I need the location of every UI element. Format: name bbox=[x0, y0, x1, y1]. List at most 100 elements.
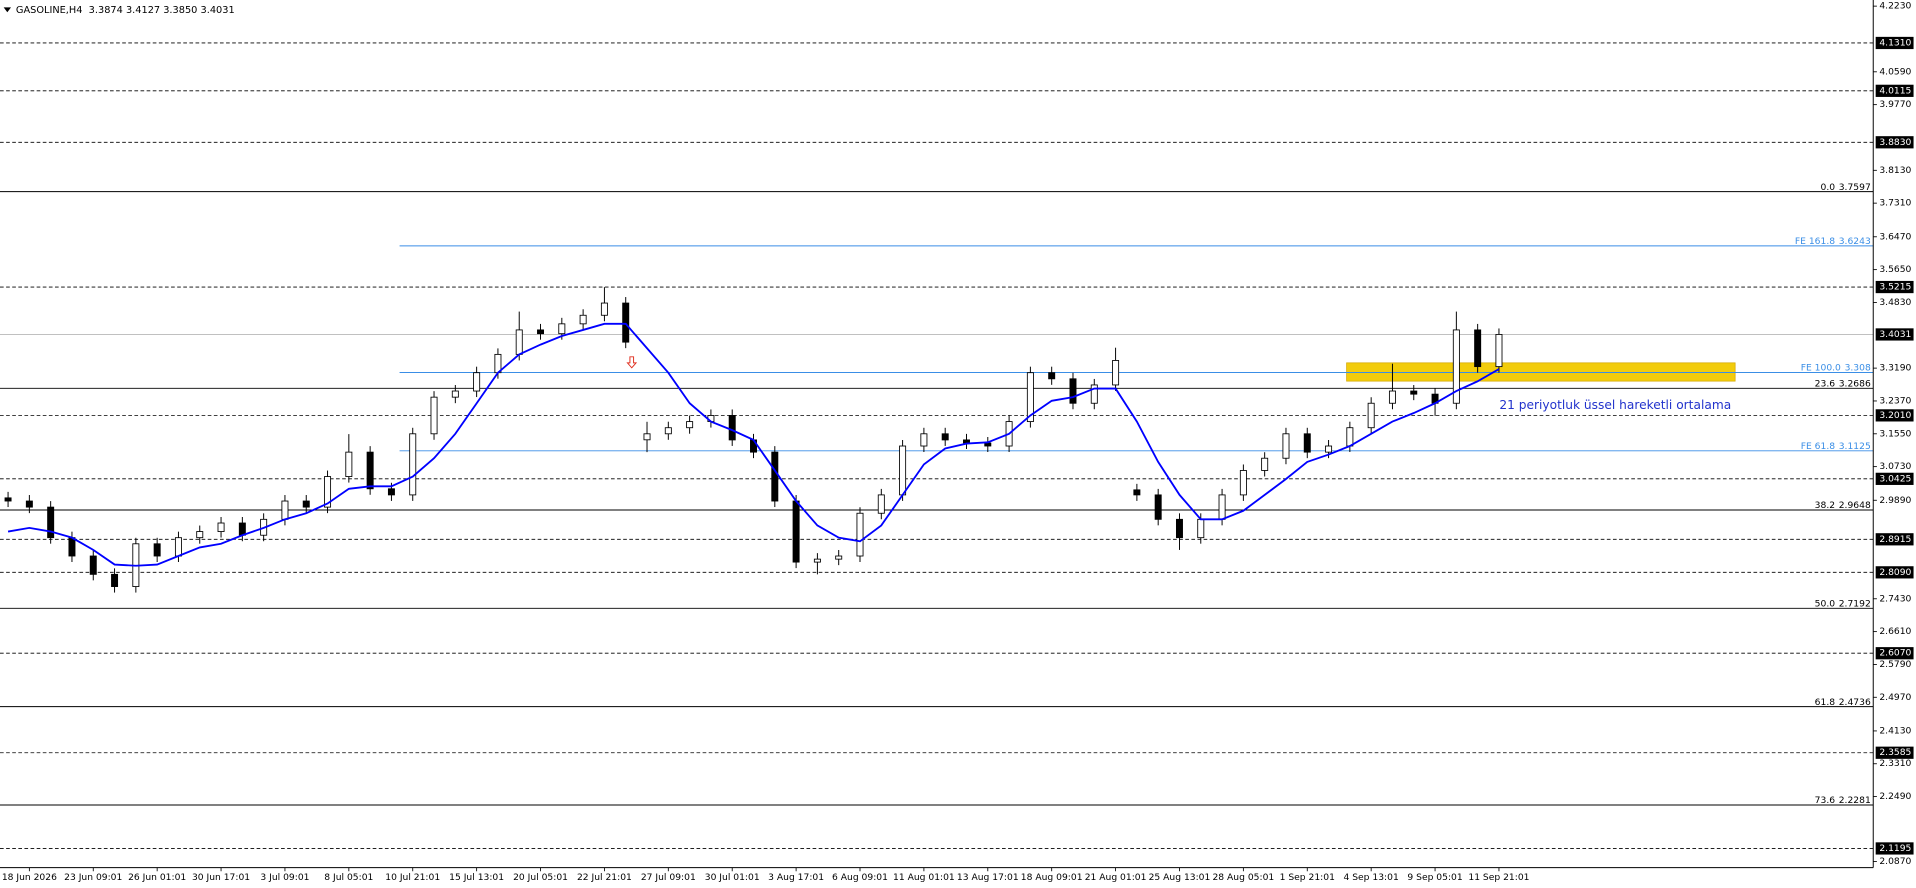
level-label: 2.1195 bbox=[1879, 843, 1911, 854]
y-tick-label: 3.0730 bbox=[1879, 461, 1911, 472]
candle-body bbox=[1474, 329, 1482, 368]
candle-body bbox=[324, 476, 332, 508]
sell-arrow bbox=[626, 356, 638, 369]
y-tick-label: 2.4130 bbox=[1879, 725, 1911, 736]
menu-triangle bbox=[3, 7, 11, 13]
x-tick-label: 23 Jun 09:01 bbox=[64, 872, 122, 883]
x-tick-label: 22 Jul 21:01 bbox=[577, 872, 632, 883]
y-tick-label: 2.7430 bbox=[1879, 593, 1911, 604]
candle-body bbox=[515, 329, 523, 355]
fibo-expansion-label: FE 61.8 3.1125 bbox=[1801, 440, 1871, 451]
y-tick-label: 3.7310 bbox=[1879, 198, 1911, 209]
level-label: 2.8915 bbox=[1879, 534, 1911, 545]
candle-body bbox=[302, 500, 310, 508]
candle-body bbox=[68, 537, 76, 557]
candle-body bbox=[664, 427, 672, 435]
x-tick-label: 30 Jul 01:01 bbox=[705, 872, 760, 883]
fibo-expansion-level: FE 161.8 bbox=[1795, 235, 1835, 246]
candles bbox=[4, 287, 1503, 593]
candle-body bbox=[281, 500, 289, 520]
fibo-level: 73.6 bbox=[1815, 795, 1836, 806]
candle-body bbox=[558, 323, 566, 335]
level-label: 2.8090 bbox=[1879, 567, 1911, 578]
fibo-level: 23.6 bbox=[1815, 378, 1836, 389]
candle-body bbox=[366, 451, 374, 490]
candle-body bbox=[174, 537, 182, 557]
x-tick-label: 4 Sep 13:01 bbox=[1344, 872, 1399, 883]
fibo-value: 2.7192 bbox=[1839, 598, 1871, 609]
y-tick-label: 2.4970 bbox=[1879, 692, 1911, 703]
level-label-box bbox=[1875, 842, 1914, 855]
level-label-box bbox=[1875, 746, 1914, 759]
candle-body bbox=[1133, 489, 1141, 496]
x-tick-label: 21 Aug 01:01 bbox=[1085, 872, 1147, 883]
overlay: 0.0 3.7597 23.6 3.2686 38.2 2.9648 50.0 2.7192 6… bbox=[1795, 181, 1871, 805]
level-label-box bbox=[1875, 84, 1914, 97]
x-tick-label: 8 Jul 05:01 bbox=[324, 872, 373, 883]
y-tick-label: 2.3310 bbox=[1879, 758, 1911, 769]
candle-body bbox=[984, 442, 992, 447]
fibo-label: 0.0 3.7597 bbox=[1821, 181, 1871, 192]
x-tick-label: 1 Sep 21:01 bbox=[1280, 872, 1335, 883]
candle-body bbox=[1261, 457, 1269, 471]
level-label-box bbox=[1875, 409, 1914, 422]
candle-body bbox=[47, 506, 55, 539]
level-label: 2.6070 bbox=[1879, 648, 1911, 659]
candle-body bbox=[920, 433, 928, 447]
candle-body bbox=[1325, 445, 1333, 453]
candle-body bbox=[600, 302, 608, 316]
price-label-box bbox=[1875, 328, 1914, 341]
level-label-box bbox=[1875, 36, 1914, 50]
y-tick-label: 2.6610 bbox=[1879, 626, 1911, 637]
x-tick-label: 26 Jun 01:01 bbox=[128, 872, 186, 883]
fibo-value: 2.9648 bbox=[1839, 500, 1871, 511]
level-label: 2.3585 bbox=[1879, 747, 1911, 758]
x-tick-label: 10 Jul 21:01 bbox=[385, 872, 440, 883]
fibo-label: 61.8 2.4736 bbox=[1815, 696, 1871, 707]
x-tick-label: 11 Aug 01:01 bbox=[893, 872, 955, 883]
candle-body bbox=[1112, 360, 1120, 386]
annotation: 21 periyotluk üssel hareketli ortalama bbox=[1499, 398, 1731, 412]
candle-body bbox=[643, 433, 651, 441]
candle-body bbox=[622, 302, 630, 343]
candle-body bbox=[451, 390, 459, 398]
fibo-expansion-value: 3.6243 bbox=[1839, 235, 1871, 246]
candle-body bbox=[813, 558, 821, 563]
zone bbox=[1346, 362, 1736, 382]
y-tick-label: 3.6470 bbox=[1879, 231, 1911, 242]
candle-body bbox=[111, 573, 119, 587]
candle-body bbox=[387, 488, 395, 496]
candle-body bbox=[238, 522, 246, 536]
y-tick-label: 4.0590 bbox=[1879, 66, 1911, 77]
candle-body bbox=[345, 451, 353, 477]
candle-body bbox=[579, 314, 587, 325]
candle-body bbox=[856, 512, 864, 557]
candle-body bbox=[1218, 494, 1226, 520]
y-tick-label: 2.2490 bbox=[1879, 791, 1911, 802]
candle-body bbox=[1367, 402, 1375, 429]
fibo-expansion-label: FE 161.8 3.6243 bbox=[1795, 235, 1871, 246]
y-tick-label: 3.9770 bbox=[1879, 99, 1911, 110]
fibo-expansion-level: FE 61.8 bbox=[1801, 440, 1836, 451]
level-label: 3.0425 bbox=[1879, 473, 1911, 484]
fibo-label: 50.0 2.7192 bbox=[1815, 598, 1871, 609]
candle-body bbox=[430, 396, 438, 435]
fibo-label: 38.2 2.9648 bbox=[1815, 500, 1871, 511]
fibo-label: 73.6 2.2281 bbox=[1815, 795, 1871, 806]
y-tick-label: 3.4830 bbox=[1879, 297, 1911, 308]
fibo-expansion-value: 3.1125 bbox=[1839, 440, 1871, 451]
candle-body bbox=[217, 522, 225, 532]
chart-title: GASOLINE,H4 3.3874 3.4127 3.3850 3.4031 bbox=[16, 5, 235, 16]
fibo-value: 2.4736 bbox=[1839, 696, 1871, 707]
y-tick-label: 3.3190 bbox=[1879, 363, 1911, 374]
level-label-box bbox=[1875, 472, 1914, 485]
x-tick-label: 9 Sep 05:01 bbox=[1407, 872, 1462, 883]
candle-body bbox=[1239, 470, 1247, 496]
level-label-box bbox=[1875, 647, 1914, 660]
fibo-label: 23.6 3.2686 bbox=[1815, 378, 1871, 389]
candle-body bbox=[1282, 433, 1290, 459]
y-tick-label: 3.2370 bbox=[1879, 395, 1911, 406]
level-label-box bbox=[1875, 533, 1914, 546]
